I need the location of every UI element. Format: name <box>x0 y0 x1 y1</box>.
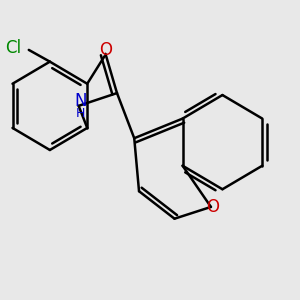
Text: O: O <box>99 41 112 59</box>
Text: O: O <box>206 198 219 216</box>
Text: N: N <box>74 92 87 110</box>
Text: Cl: Cl <box>5 39 21 57</box>
Text: H: H <box>76 107 85 120</box>
